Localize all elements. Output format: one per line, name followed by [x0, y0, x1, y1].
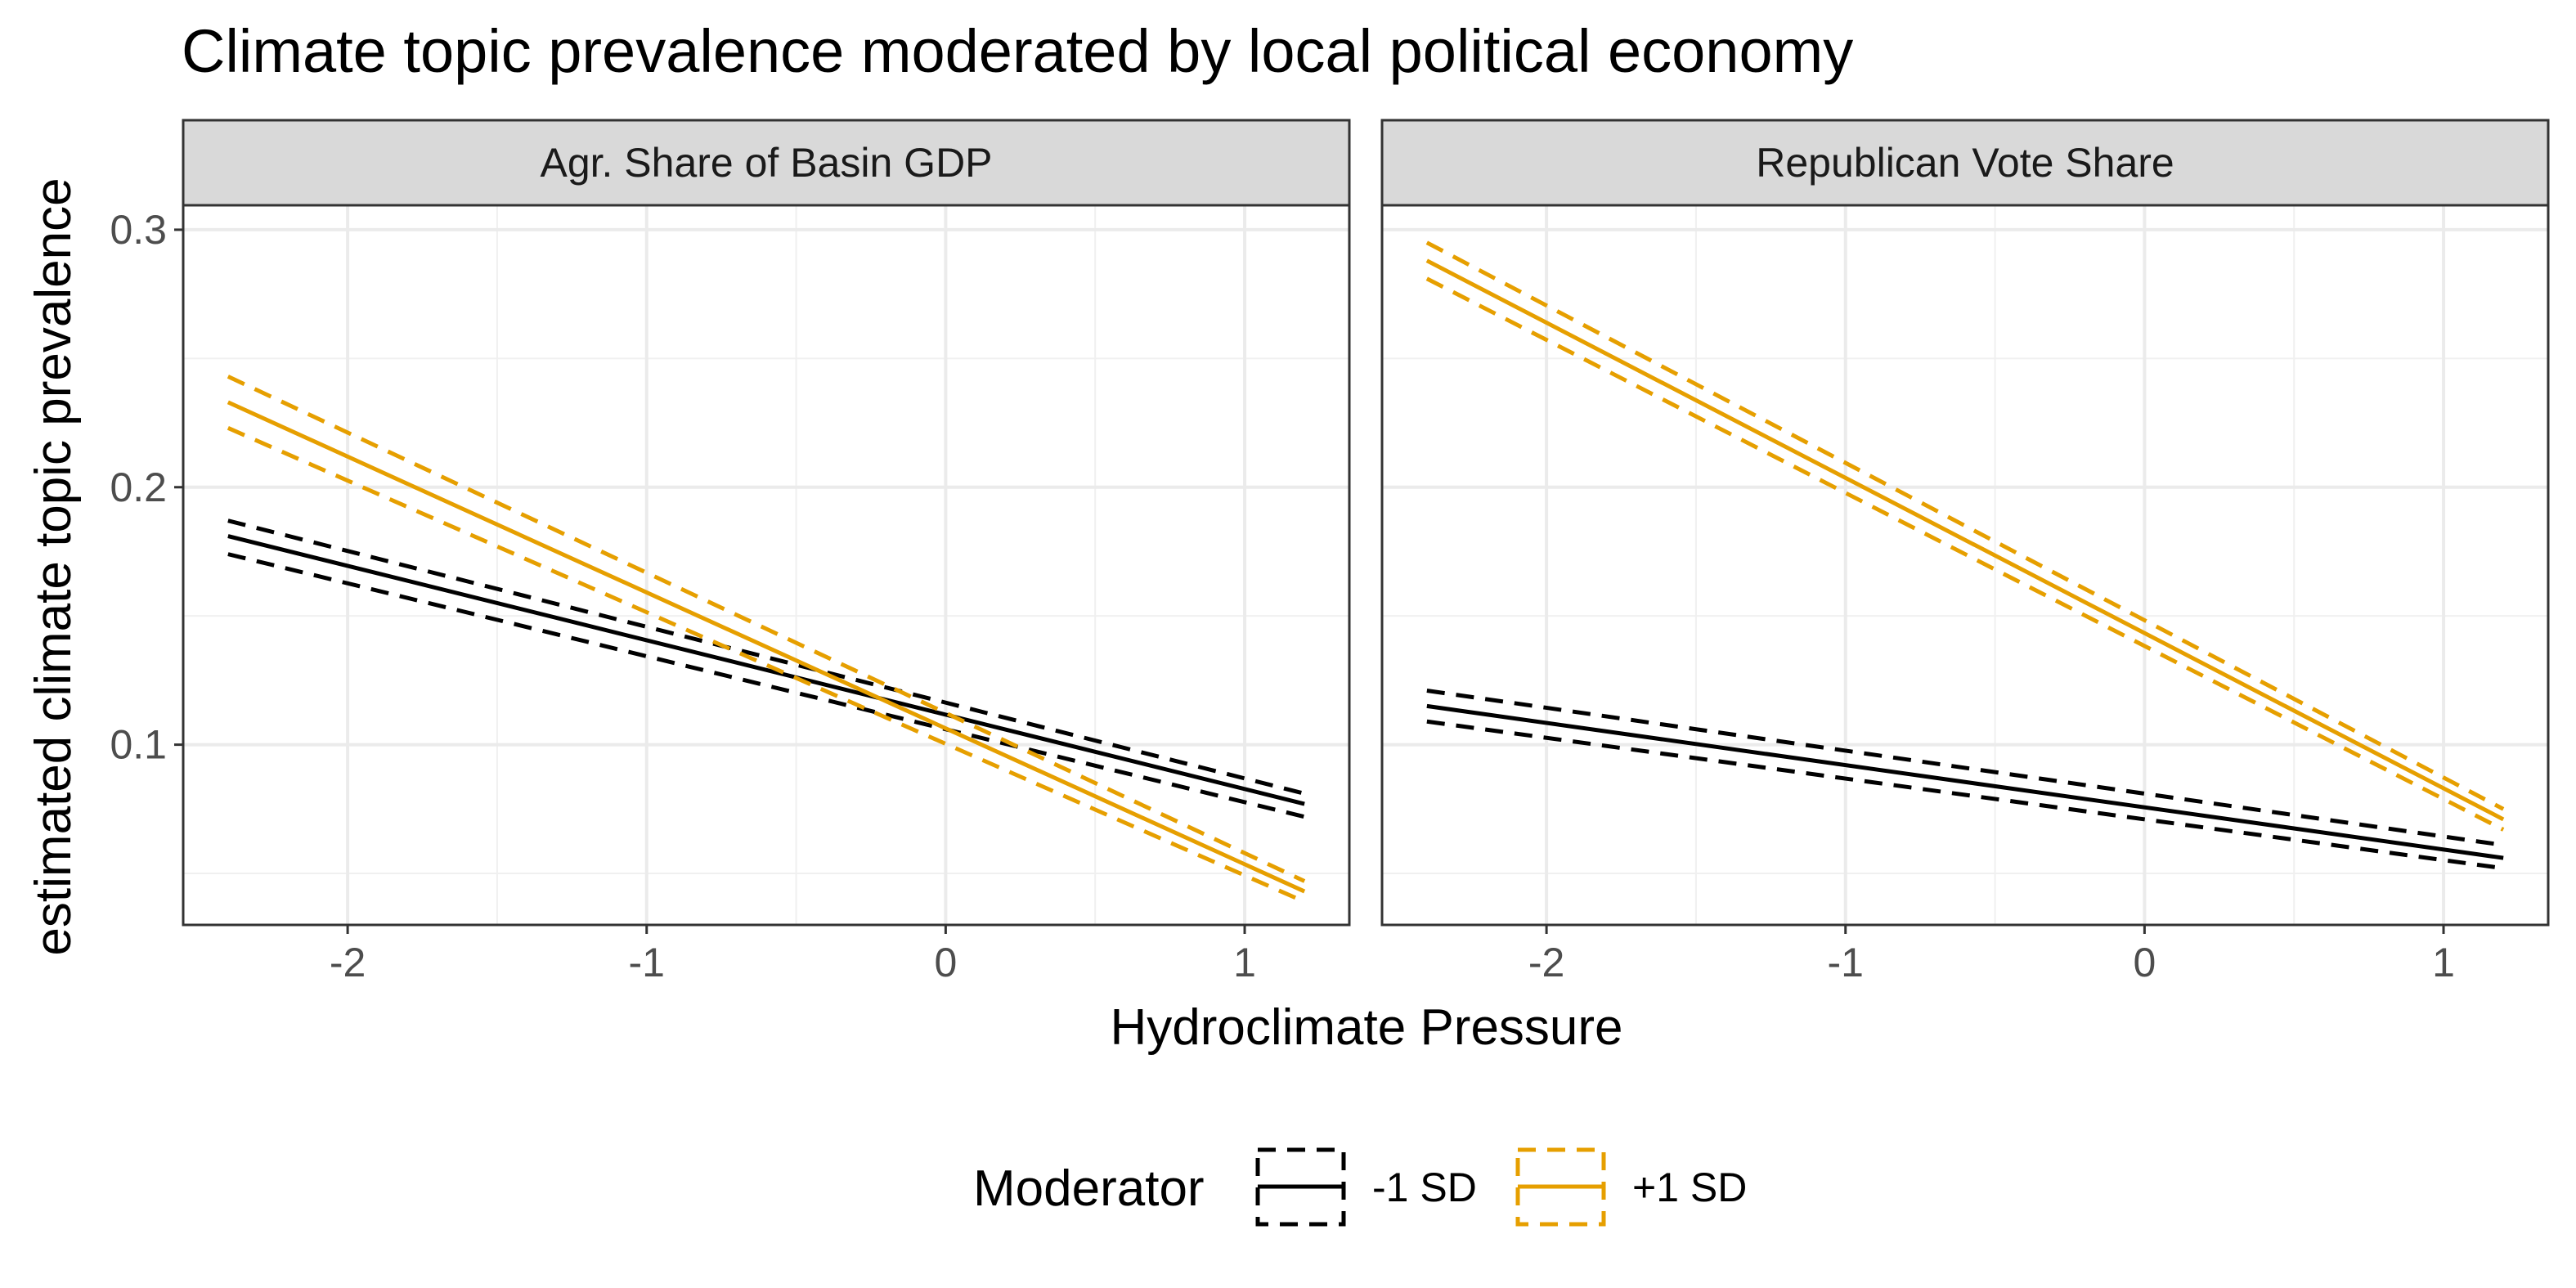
ci-lower-line — [1426, 719, 2504, 871]
plot-background — [1382, 205, 2548, 925]
facet-strip-label: Agr. Share of Basin GDP — [540, 140, 992, 186]
ci-upper-line — [227, 518, 1305, 796]
x-tick-label: -1 — [629, 940, 665, 985]
x-tick-label: -2 — [1528, 940, 1564, 985]
facet-strip-label: Republican Vote Share — [1756, 140, 2174, 186]
panel-border — [1380, 204, 2550, 927]
series-minus-1sd — [1426, 689, 2504, 871]
x-axis-title: Hydroclimate Pressure — [1110, 999, 1622, 1056]
x-tick-label: 1 — [2432, 940, 2455, 985]
facet-strip — [1380, 119, 2550, 207]
facet-strip — [182, 119, 1351, 207]
ci-upper-line — [227, 375, 1306, 883]
x-tick-label: 1 — [1233, 940, 1256, 985]
ci-upper-line — [1425, 240, 2505, 811]
estimate-line — [227, 400, 1306, 894]
x-tick-label: -1 — [1828, 940, 1864, 985]
estimate-line — [227, 534, 1305, 806]
y-axis-title: estimated climate topic prevalence — [25, 177, 82, 955]
estimate-line — [1425, 258, 2505, 822]
series-plus-1sd — [227, 375, 1306, 904]
x-tick-label: 0 — [2133, 940, 2156, 985]
ci-lower-line — [227, 426, 1306, 904]
legend: Moderator -1 SD +1 SD — [973, 1147, 1747, 1227]
facet-panel: Agr. Share of Basin GDP -2 -1 0 1 0.1 0.2 0.3 — [110, 119, 1351, 985]
estimate-line — [1426, 703, 2504, 860]
ci-lower-line — [1425, 276, 2505, 832]
series-plus-1sd — [1425, 240, 2505, 832]
plot-background — [183, 205, 1349, 925]
legend-title: Moderator — [973, 1160, 1205, 1217]
y-tick-label: 0.2 — [110, 464, 167, 510]
legend-label: +1 SD — [1632, 1165, 1747, 1210]
panel-border — [182, 204, 1351, 927]
legend-key — [1255, 1147, 1346, 1227]
legend-label: -1 SD — [1372, 1165, 1477, 1210]
ci-lower-line — [227, 552, 1305, 819]
y-tick-label: 0.1 — [110, 722, 167, 768]
facet-panels: Agr. Share of Basin GDP -2 -1 0 1 0.1 0.2 0.3 Re… — [110, 119, 2550, 985]
chart-title: Climate topic prevalence moderated by lo… — [182, 17, 1853, 85]
x-tick-label: -2 — [330, 940, 366, 985]
legend-key — [1515, 1147, 1606, 1227]
facet-panel: Republican Vote Share -2 -1 0 1 — [1380, 119, 2550, 985]
y-tick-label: 0.3 — [110, 207, 167, 253]
series-minus-1sd — [227, 518, 1305, 819]
x-tick-label: 0 — [934, 940, 957, 985]
ci-upper-line — [1426, 689, 2504, 847]
